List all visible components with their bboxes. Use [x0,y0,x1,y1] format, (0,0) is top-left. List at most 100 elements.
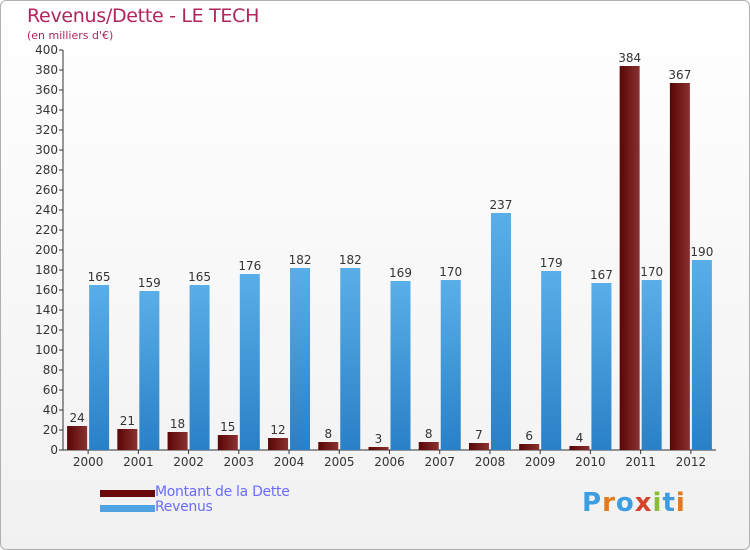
bar-revenus [390,281,411,450]
x-tick-label: 2011 [625,455,656,469]
x-tick-label: 2000 [73,455,104,469]
proxiti-logo: Proxiti [582,488,686,518]
data-label-dette: 3 [375,432,383,446]
data-label-revenus: 170 [640,265,663,279]
data-label-revenus: 182 [339,253,362,267]
data-label-dette: 21 [120,414,135,428]
data-label-revenus: 190 [690,245,713,259]
y-tick-label: 240 [35,203,58,217]
y-tick-label: 200 [35,243,58,257]
logo-letter: t [662,488,676,518]
bar-revenus [591,283,612,450]
data-label-revenus: 165 [188,270,211,284]
bar-revenus [340,268,361,450]
y-tick-label: 220 [35,223,58,237]
logo-letter: x [634,488,653,518]
bar-dette [117,429,138,450]
bar-dette [669,83,690,450]
x-tick-label: 2006 [374,455,405,469]
legend-label-revenus: Revenus [155,499,213,515]
bar-revenus [139,291,160,450]
x-tick-label: 2004 [274,455,305,469]
data-label-dette: 384 [618,51,641,65]
x-tick-label: 2001 [123,455,154,469]
bar-revenus [541,271,562,450]
x-tick-label: 2003 [224,455,255,469]
y-tick-label: 0 [50,443,58,457]
logo-letter: i [675,488,686,518]
legend-label-dette: Montant de la Dette [155,484,290,500]
bar-revenus [641,280,662,450]
x-tick-label: 2008 [475,455,506,469]
x-tick-label: 2002 [173,455,204,469]
data-label-dette: 4 [576,431,584,445]
data-label-revenus: 237 [490,198,513,212]
bar-dette [67,426,88,450]
bar-revenus [89,285,110,450]
data-label-revenus: 159 [138,276,161,290]
bar-revenus [290,268,311,450]
y-tick-label: 80 [43,363,58,377]
bar-dette [418,442,439,450]
x-tick-label: 2007 [424,455,455,469]
x-tick-label: 2009 [525,455,556,469]
data-label-revenus: 169 [389,266,412,280]
bar-dette [167,432,188,450]
bar-revenus [189,285,210,450]
y-tick-label: 360 [35,83,58,97]
logo-letter: r [602,488,616,518]
bar-revenus [490,213,511,450]
y-tick-label: 140 [35,303,58,317]
bar-dette [619,66,640,450]
bar-dette [268,438,289,450]
bar-revenus [440,280,461,450]
y-tick-label: 20 [43,423,58,437]
y-tick-label: 380 [35,63,58,77]
bar-dette [519,444,540,450]
bar-revenus [239,274,260,450]
data-label-dette: 15 [220,420,235,434]
data-label-revenus: 167 [590,268,613,282]
data-label-dette: 367 [668,68,691,82]
data-label-revenus: 176 [238,259,261,273]
y-tick-label: 280 [35,163,58,177]
data-label-dette: 6 [525,429,533,443]
data-label-revenus: 165 [88,270,111,284]
y-tick-label: 60 [43,383,58,397]
data-label-revenus: 182 [289,253,312,267]
y-tick-label: 100 [35,343,58,357]
data-label-dette: 12 [270,423,285,437]
data-label-dette: 18 [170,417,185,431]
bar-dette [569,446,590,450]
y-tick-label: 320 [35,123,58,137]
bar-dette [368,447,389,450]
bar-revenus [691,260,712,450]
x-tick-label: 2010 [575,455,606,469]
bar-dette [318,442,339,450]
logo-letter: i [652,488,663,518]
data-label-dette: 8 [324,427,332,441]
y-tick-label: 160 [35,283,58,297]
legend-swatch-revenus [100,505,155,512]
legend-swatch-dette [100,490,155,497]
x-tick-label: 2012 [676,455,707,469]
y-tick-label: 40 [43,403,58,417]
x-tick-label: 2005 [324,455,355,469]
y-tick-label: 120 [35,323,58,337]
y-tick-label: 340 [35,103,58,117]
bar-dette [217,435,238,450]
data-label-revenus: 170 [439,265,462,279]
data-label-dette: 8 [425,427,433,441]
y-tick-label: 300 [35,143,58,157]
chart-title: Revenus/Dette - LE TECH [27,5,260,27]
data-label-dette: 24 [69,411,84,425]
logo-letter: P [582,488,603,518]
data-label-revenus: 179 [540,256,563,270]
chart-subtitle: (en milliers d'€) [27,29,114,42]
y-tick-label: 260 [35,183,58,197]
y-tick-label: 400 [35,43,58,57]
data-label-dette: 7 [475,428,483,442]
logo-letter: o [615,488,635,518]
y-tick-label: 180 [35,263,58,277]
